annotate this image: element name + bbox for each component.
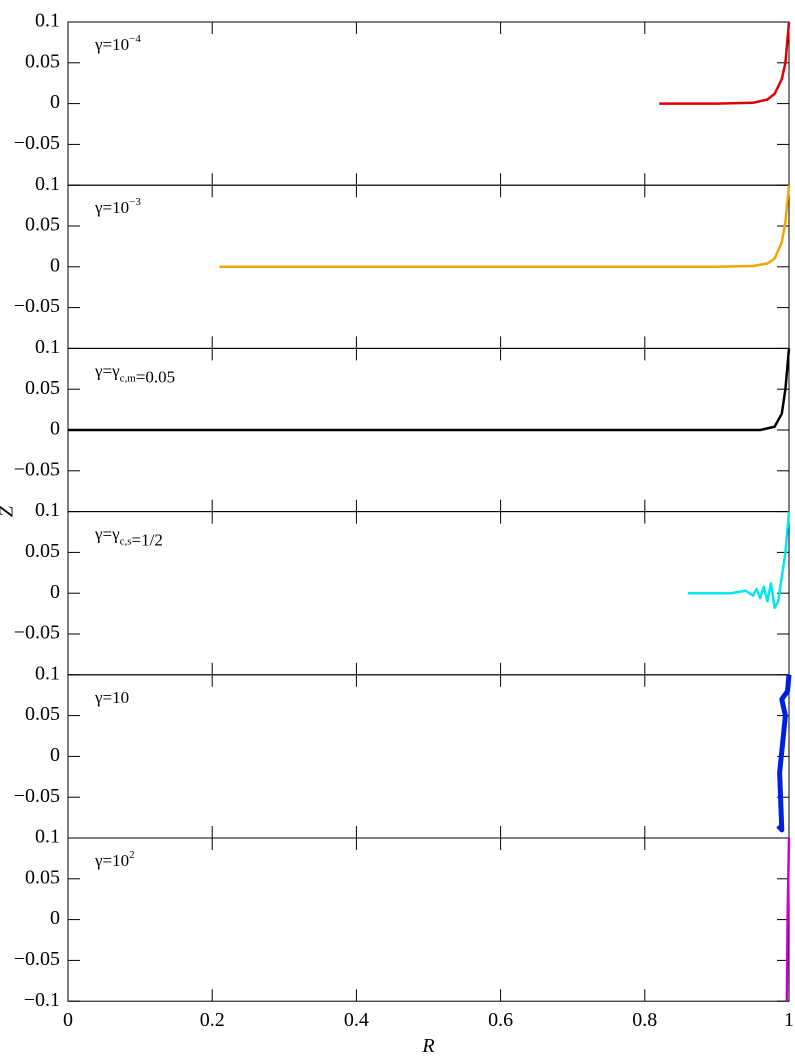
annotation-part: c,m xyxy=(120,372,137,384)
y-tick-label: −0.05 xyxy=(14,785,60,807)
data-line xyxy=(68,348,791,432)
panel-frame xyxy=(67,837,790,1002)
x-tick-label: 0.4 xyxy=(344,1009,369,1031)
y-tick-label: 0.1 xyxy=(35,10,60,32)
data-line xyxy=(776,674,792,833)
panel-frame xyxy=(67,674,790,839)
annotation-part: γ=γ xyxy=(94,525,120,544)
panel-annotation: γ=10 xyxy=(94,688,129,707)
y-tick-label: 0 xyxy=(50,91,60,113)
x-axis-label: R xyxy=(421,1035,434,1057)
y-tick-label: 0 xyxy=(50,254,60,276)
annotation-part: 2 xyxy=(129,849,135,861)
y-tick-label: 0.1 xyxy=(35,662,60,684)
y-tick-label: 0.05 xyxy=(25,377,60,399)
panel-annotation: γ=γc,m=0.05 xyxy=(94,361,175,386)
annotation-part: =0.05 xyxy=(136,367,175,386)
annotation-part: γ=γ xyxy=(94,361,120,380)
x-tick-label: 0.8 xyxy=(632,1009,657,1031)
annotation-part: γ=10 xyxy=(94,851,129,870)
y-tick-label: 0.1 xyxy=(35,826,60,848)
y-tick-label: 0.1 xyxy=(35,499,60,521)
annotation-part: −3 xyxy=(129,196,141,208)
y-tick-label: −0.1 xyxy=(24,989,60,1011)
y-tick-label: 0.05 xyxy=(25,214,60,236)
y-tick-label: 0.05 xyxy=(25,703,60,725)
y-tick-label: 0.05 xyxy=(25,866,60,888)
x-tick-label: 0 xyxy=(63,1009,73,1031)
annotation-part: −4 xyxy=(129,33,141,45)
y-tick-label: −0.05 xyxy=(14,295,60,317)
panel-annotation: γ=γc,s=1/2 xyxy=(94,525,163,550)
x-tick-label: 1 xyxy=(784,1009,794,1031)
panel-annotation: γ=10−3 xyxy=(94,196,141,217)
y-tick-label: −0.05 xyxy=(14,622,60,644)
data-line xyxy=(219,185,791,269)
y-tick-label: 0.1 xyxy=(35,336,60,358)
y-tick-label: 0 xyxy=(50,581,60,603)
data-line xyxy=(659,21,791,105)
x-tick-label: 0.6 xyxy=(488,1009,513,1031)
data-line xyxy=(785,837,791,1002)
y-tick-label: 0.05 xyxy=(25,540,60,562)
y-tick-label: 0 xyxy=(50,418,60,440)
annotation-part: =1/2 xyxy=(132,531,163,550)
x-tick-label: 0.2 xyxy=(200,1009,225,1031)
annotation-part: γ=10 xyxy=(94,688,129,707)
y-tick-label: −0.05 xyxy=(14,948,60,970)
y-tick-label: 0.05 xyxy=(25,50,60,72)
annotation-part: γ=10 xyxy=(94,198,129,217)
annotation-part: c,s xyxy=(120,535,132,547)
panel-annotation: γ=10−4 xyxy=(94,33,141,54)
panel-frame xyxy=(67,511,790,676)
y-tick-label: 0 xyxy=(50,744,60,766)
y-tick-label: 0.1 xyxy=(35,173,60,195)
data-line xyxy=(688,511,791,610)
y-axis-label: Z xyxy=(0,505,18,517)
y-tick-label: −0.05 xyxy=(14,458,60,480)
panel-annotation: γ=102 xyxy=(94,849,135,870)
y-tick-label: −0.05 xyxy=(14,132,60,154)
annotation-part: γ=10 xyxy=(94,35,129,54)
y-tick-label: 0 xyxy=(50,907,60,929)
